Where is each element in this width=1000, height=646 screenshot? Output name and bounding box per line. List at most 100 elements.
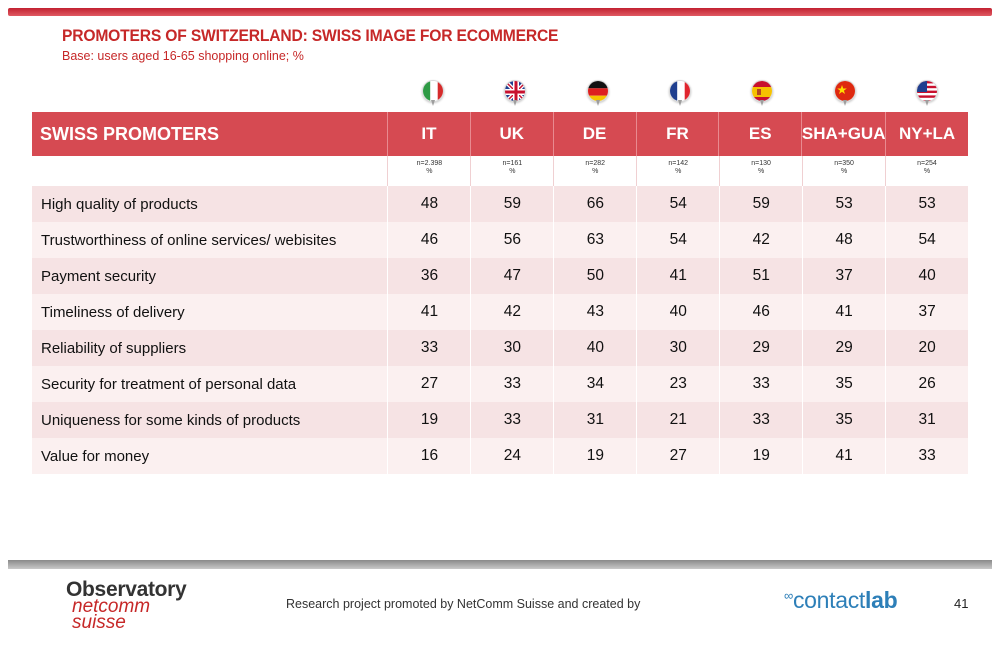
contactlab-logo: ∞contactlab xyxy=(784,587,898,613)
table-cell: 51 xyxy=(719,258,802,294)
col-header-uk: UK xyxy=(469,112,553,156)
promoters-table: SWISS PROMOTERS IT UK DE FR ES SHA+GUA N… xyxy=(32,80,968,474)
table-cell: 19 xyxy=(387,402,470,438)
row-label: Payment security xyxy=(41,267,157,285)
table-cell: 53 xyxy=(802,186,885,222)
table-cell: 19 xyxy=(553,438,636,474)
table-cell: 59 xyxy=(470,186,553,222)
table-cell: 47 xyxy=(470,258,553,294)
row-label: Trustworthiness of online services/ webi… xyxy=(41,231,337,249)
table-cell: 33 xyxy=(719,366,802,402)
table-cell: 50 xyxy=(553,258,636,294)
header-label: SWISS PROMOTERS xyxy=(40,123,220,144)
table-row: Trustworthiness of online services/ webi… xyxy=(32,222,968,258)
usa-flag-icon xyxy=(915,80,938,106)
col-header-fr: FR xyxy=(635,112,719,156)
sample-size-cell: n=254% xyxy=(885,156,968,186)
italy-flag-icon xyxy=(422,80,445,106)
table-cell: 54 xyxy=(636,186,719,222)
page-number: 41 xyxy=(954,596,969,611)
table-row: Payment security 36 47 50 41 51 37 40 xyxy=(32,258,968,294)
sample-size-cell: n=161% xyxy=(470,156,553,186)
table-cell: 30 xyxy=(636,330,719,366)
row-label: Uniqueness for some kinds of products xyxy=(41,411,301,429)
col-header-it: IT xyxy=(387,112,470,156)
table-cell: 41 xyxy=(802,438,885,474)
table-cell: 42 xyxy=(719,222,802,258)
sample-size-cell: n=282% xyxy=(553,156,636,186)
footer-credit: Research project promoted by NetComm Sui… xyxy=(286,597,641,611)
table-cell: 63 xyxy=(553,222,636,258)
table-cell: 37 xyxy=(802,258,885,294)
table-cell: 53 xyxy=(885,186,968,222)
table-cell: 37 xyxy=(885,294,968,330)
top-red-bar xyxy=(8,8,992,16)
table-cell: 29 xyxy=(719,330,802,366)
table-cell: 33 xyxy=(387,330,470,366)
table-cell: 35 xyxy=(802,402,885,438)
table-cell: 41 xyxy=(802,294,885,330)
contactlab-icon: ∞ xyxy=(784,588,793,603)
row-label: Timeliness of delivery xyxy=(41,303,185,321)
bottom-gray-bar xyxy=(8,560,992,569)
table-cell: 31 xyxy=(885,402,968,438)
table-cell: 36 xyxy=(387,258,470,294)
table-cell: 42 xyxy=(470,294,553,330)
spain-flag-icon xyxy=(751,80,774,106)
sample-size-cell: n=130% xyxy=(719,156,802,186)
table-cell: 41 xyxy=(387,294,470,330)
table-cell: 33 xyxy=(719,402,802,438)
table-cell: 34 xyxy=(553,366,636,402)
table-cell: 54 xyxy=(885,222,968,258)
table-cell: 59 xyxy=(719,186,802,222)
table-cell: 46 xyxy=(387,222,470,258)
table-cell: 41 xyxy=(636,258,719,294)
col-header-de: DE xyxy=(552,112,636,156)
row-label: Security for treatment of personal data xyxy=(41,375,297,393)
table-cell: 66 xyxy=(553,186,636,222)
table-cell: 40 xyxy=(636,294,719,330)
table-cell: 43 xyxy=(553,294,636,330)
table-cell: 19 xyxy=(719,438,802,474)
table-cell: 30 xyxy=(470,330,553,366)
sample-size-cell: n=2.398% xyxy=(387,156,470,186)
observatory-netcomm-logo: Observatory netcomm suisse xyxy=(66,578,187,633)
table-cell: 54 xyxy=(636,222,719,258)
table-row: Timeliness of delivery 41 42 43 40 46 41… xyxy=(32,294,968,330)
table-cell: 40 xyxy=(885,258,968,294)
table-cell: 24 xyxy=(470,438,553,474)
col-header-es: ES xyxy=(718,112,801,156)
france-flag-icon xyxy=(668,80,691,106)
row-label: High quality of products xyxy=(41,195,198,213)
table-row: Uniqueness for some kinds of products 19… xyxy=(32,402,968,438)
table-cell: 33 xyxy=(470,402,553,438)
table-cell: 27 xyxy=(387,366,470,402)
table-cell: 20 xyxy=(885,330,968,366)
flag-row xyxy=(392,80,968,112)
table-cell: 48 xyxy=(387,186,470,222)
row-label: Reliability of suppliers xyxy=(41,339,187,357)
uk-flag-icon xyxy=(504,80,527,106)
germany-flag-icon xyxy=(586,80,609,106)
table-header-row: SWISS PROMOTERS IT UK DE FR ES SHA+GUA N… xyxy=(32,112,968,156)
table-cell: 27 xyxy=(636,438,719,474)
row-label: Value for money xyxy=(41,447,150,465)
table-cell: 33 xyxy=(470,366,553,402)
table-cell: 46 xyxy=(719,294,802,330)
table-cell: 48 xyxy=(802,222,885,258)
table-cell: 33 xyxy=(885,438,968,474)
table-cell: 23 xyxy=(636,366,719,402)
table-row: High quality of products 48 59 66 54 59 … xyxy=(32,186,968,222)
col-header-ny-la: NY+LA xyxy=(885,112,968,156)
table-row: Security for treatment of personal data … xyxy=(32,366,968,402)
sample-size-cell: n=142% xyxy=(636,156,719,186)
sample-size-cell: n=350% xyxy=(802,156,885,186)
table-row: Value for money 16 24 19 27 19 41 33 xyxy=(32,438,968,474)
table-row: Reliability of suppliers 33 30 40 30 29 … xyxy=(32,330,968,366)
table-cell: 21 xyxy=(636,402,719,438)
china-flag-icon xyxy=(833,80,856,106)
page-subtitle: Base: users aged 16-65 shopping online; … xyxy=(62,49,304,63)
page-title: PROMOTERS OF SWITZERLAND: SWISS IMAGE FO… xyxy=(62,26,559,45)
col-header-sha-gua: SHA+GUA xyxy=(801,112,885,156)
table-cell: 40 xyxy=(553,330,636,366)
